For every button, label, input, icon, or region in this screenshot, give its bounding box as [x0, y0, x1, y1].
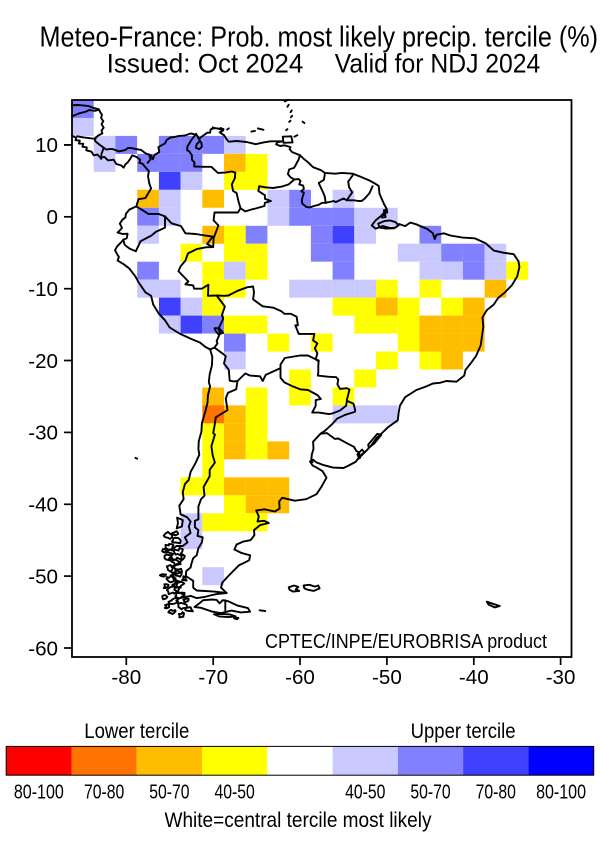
svg-text:40-50: 40-50 — [215, 782, 255, 804]
svg-text:70-80: 70-80 — [476, 782, 516, 804]
svg-text:-70: -70 — [198, 666, 228, 689]
svg-text:50-70: 50-70 — [410, 782, 450, 804]
svg-text:-30: -30 — [546, 666, 576, 689]
svg-text:Issued: Oct 2024: Issued: Oct 2024 — [107, 48, 304, 78]
svg-text:White=central tercile most lik: White=central tercile most likely — [165, 809, 432, 832]
svg-text:Upper tercile: Upper tercile — [411, 720, 516, 743]
svg-text:-40: -40 — [459, 666, 489, 689]
svg-text:10: 10 — [35, 134, 58, 157]
svg-text:-50: -50 — [372, 666, 402, 689]
svg-text:80-100: 80-100 — [536, 782, 586, 804]
svg-text:Lower tercile: Lower tercile — [84, 720, 189, 743]
svg-text:70-80: 70-80 — [84, 782, 124, 804]
svg-text:Meteo-France: Prob. most likel: Meteo-France: Prob. most likely precip. … — [40, 21, 599, 53]
svg-text:-50: -50 — [28, 565, 58, 588]
svg-text:0: 0 — [47, 206, 58, 229]
svg-text:-60: -60 — [28, 637, 58, 660]
svg-text:40-50: 40-50 — [345, 782, 385, 804]
svg-text:-40: -40 — [28, 494, 58, 517]
svg-text:-20: -20 — [28, 350, 58, 373]
svg-text:80-100: 80-100 — [14, 782, 64, 804]
svg-text:-30: -30 — [28, 422, 58, 445]
svg-text:50-70: 50-70 — [149, 782, 189, 804]
svg-text:-10: -10 — [28, 278, 58, 301]
svg-text:CPTEC/INPE/EUROBRISA product: CPTEC/INPE/EUROBRISA product — [265, 631, 547, 653]
svg-text:-60: -60 — [285, 666, 315, 689]
svg-text:-80: -80 — [111, 666, 141, 689]
svg-text:Valid for NDJ 2024: Valid for NDJ 2024 — [335, 48, 541, 78]
